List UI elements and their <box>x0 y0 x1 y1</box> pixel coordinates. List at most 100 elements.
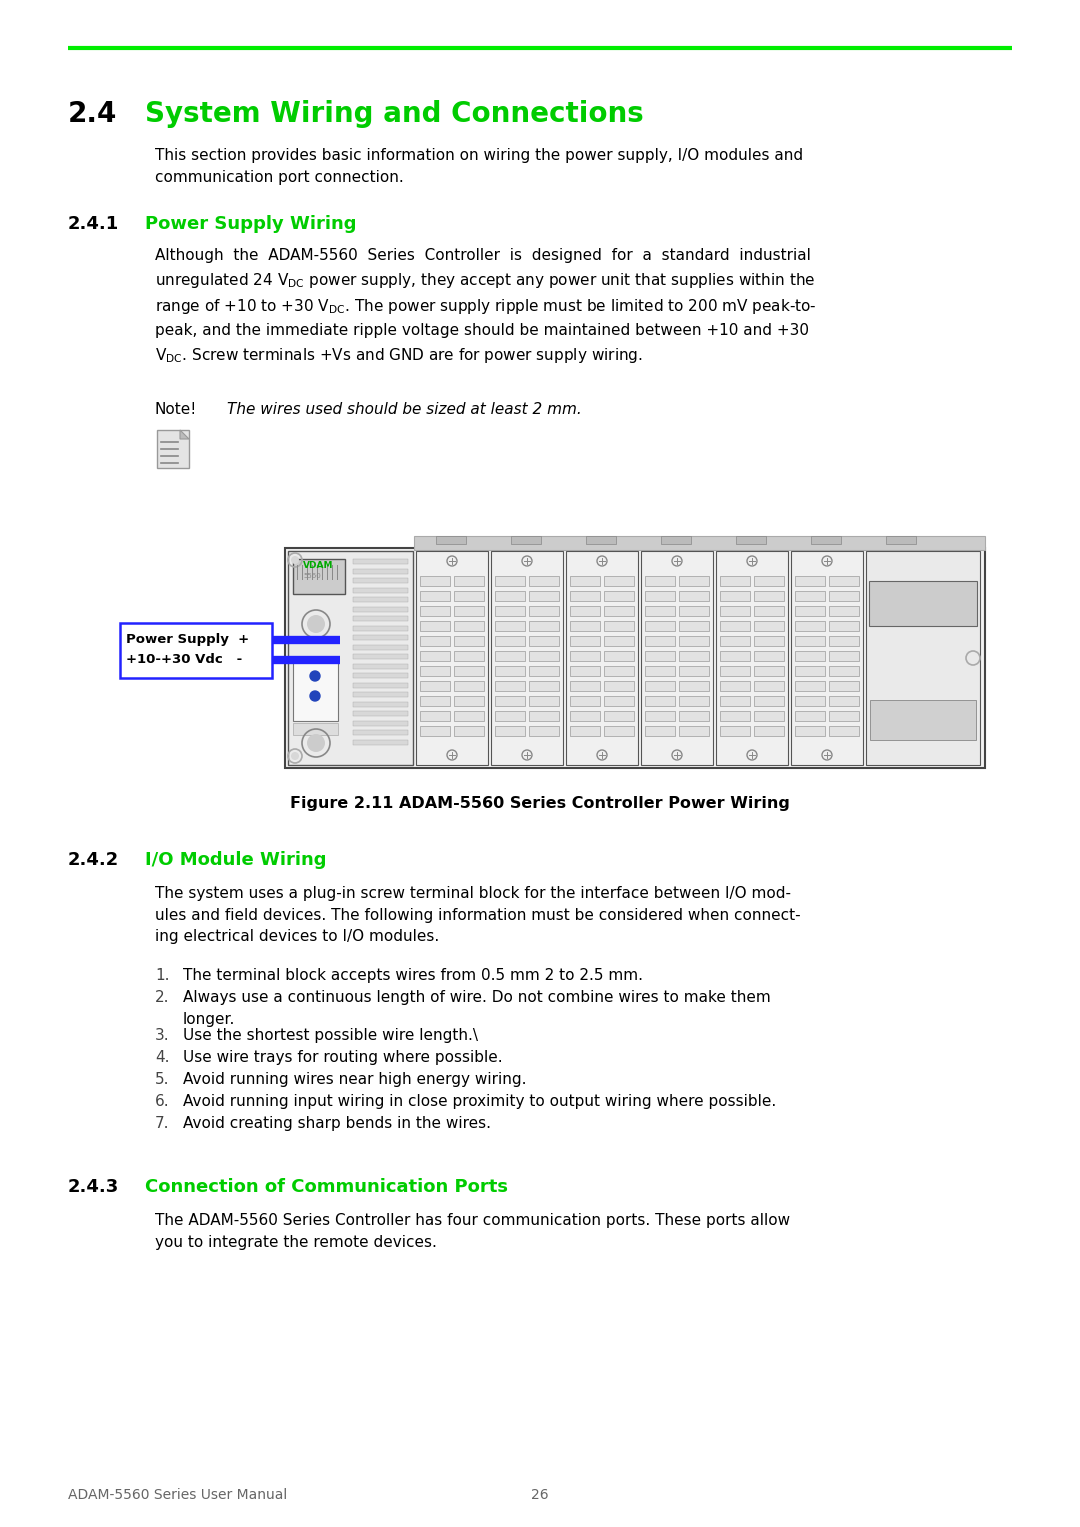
Bar <box>529 621 559 631</box>
Bar <box>353 568 408 574</box>
Bar <box>420 712 450 721</box>
Text: Note!: Note! <box>156 402 198 417</box>
Bar <box>829 651 859 661</box>
Bar <box>495 696 525 705</box>
Bar <box>454 696 484 705</box>
Bar <box>754 591 784 602</box>
Bar <box>353 559 408 563</box>
Bar <box>570 712 600 721</box>
Text: The wires used should be sized at least 2 mm.: The wires used should be sized at least … <box>227 402 582 417</box>
Bar <box>604 591 634 602</box>
Bar <box>829 621 859 631</box>
Text: The ADAM-5560 Series Controller has four communication ports. These ports allow
: The ADAM-5560 Series Controller has four… <box>156 1212 791 1249</box>
Circle shape <box>310 692 320 701</box>
Bar <box>720 606 750 615</box>
Bar <box>436 536 465 544</box>
Bar <box>495 606 525 615</box>
Bar <box>495 725 525 736</box>
Bar <box>353 712 408 716</box>
Bar <box>795 576 825 586</box>
Bar <box>720 712 750 721</box>
Bar <box>604 712 634 721</box>
Bar <box>570 651 600 661</box>
Text: 4.: 4. <box>156 1051 170 1064</box>
Bar <box>454 651 484 661</box>
Text: 2.4.2: 2.4.2 <box>68 851 119 869</box>
Text: Although  the  ADAM-5560  Series  Controller  is  designed  for  a  standard  in: Although the ADAM-5560 Series Controller… <box>156 247 816 365</box>
Bar <box>454 576 484 586</box>
Bar <box>811 536 841 544</box>
Bar <box>420 591 450 602</box>
Bar <box>679 651 708 661</box>
Text: Figure 2.11 ADAM-5560 Series Controller Power Wiring: Figure 2.11 ADAM-5560 Series Controller … <box>291 796 789 811</box>
Bar <box>495 651 525 661</box>
Bar <box>586 536 616 544</box>
Bar <box>420 681 450 692</box>
Bar <box>454 712 484 721</box>
Circle shape <box>310 670 320 681</box>
Bar <box>795 591 825 602</box>
Bar <box>679 621 708 631</box>
Bar <box>720 591 750 602</box>
Text: 1.: 1. <box>156 968 170 983</box>
Bar <box>604 621 634 631</box>
Bar <box>353 606 408 611</box>
Bar <box>293 661 338 721</box>
Bar <box>529 591 559 602</box>
Bar <box>645 606 675 615</box>
Bar <box>353 701 408 707</box>
Bar <box>679 666 708 676</box>
Text: System Wiring and Connections: System Wiring and Connections <box>145 99 644 128</box>
Circle shape <box>307 615 325 634</box>
Bar <box>570 591 600 602</box>
Bar <box>604 696 634 705</box>
Bar <box>293 722 338 734</box>
Bar <box>795 637 825 646</box>
Circle shape <box>969 751 977 760</box>
Bar <box>529 637 559 646</box>
Bar <box>829 576 859 586</box>
Bar <box>645 651 675 661</box>
Bar <box>754 637 784 646</box>
Bar <box>353 664 408 669</box>
Bar <box>754 606 784 615</box>
Bar <box>495 666 525 676</box>
Bar <box>416 551 488 765</box>
Bar <box>866 551 980 765</box>
Bar <box>353 654 408 660</box>
Text: 2.4.3: 2.4.3 <box>68 1177 119 1196</box>
Bar <box>454 681 484 692</box>
Bar <box>353 721 408 725</box>
Bar <box>869 580 977 626</box>
Text: Avoid running wires near high energy wiring.: Avoid running wires near high energy wir… <box>183 1072 527 1087</box>
Bar <box>511 536 541 544</box>
Bar <box>293 559 345 594</box>
Bar <box>720 651 750 661</box>
Bar <box>645 712 675 721</box>
Bar <box>420 725 450 736</box>
Bar <box>791 551 863 765</box>
Bar <box>353 730 408 734</box>
Bar <box>353 579 408 583</box>
Bar <box>570 576 600 586</box>
Bar <box>495 591 525 602</box>
Bar <box>679 681 708 692</box>
Bar <box>495 621 525 631</box>
Bar <box>645 621 675 631</box>
Text: Connection of Communication Ports: Connection of Communication Ports <box>145 1177 508 1196</box>
Bar <box>353 673 408 678</box>
Bar <box>645 576 675 586</box>
Bar <box>829 725 859 736</box>
Bar <box>716 551 788 765</box>
Bar <box>720 666 750 676</box>
Bar <box>495 576 525 586</box>
Bar <box>645 591 675 602</box>
Text: 5.: 5. <box>156 1072 170 1087</box>
Text: 3.: 3. <box>156 1028 170 1043</box>
Text: 2.4.1: 2.4.1 <box>68 215 119 234</box>
Bar <box>420 606 450 615</box>
Text: This section provides basic information on wiring the power supply, I/O modules : This section provides basic information … <box>156 148 804 185</box>
Bar <box>420 651 450 661</box>
Bar <box>420 696 450 705</box>
Bar <box>570 621 600 631</box>
